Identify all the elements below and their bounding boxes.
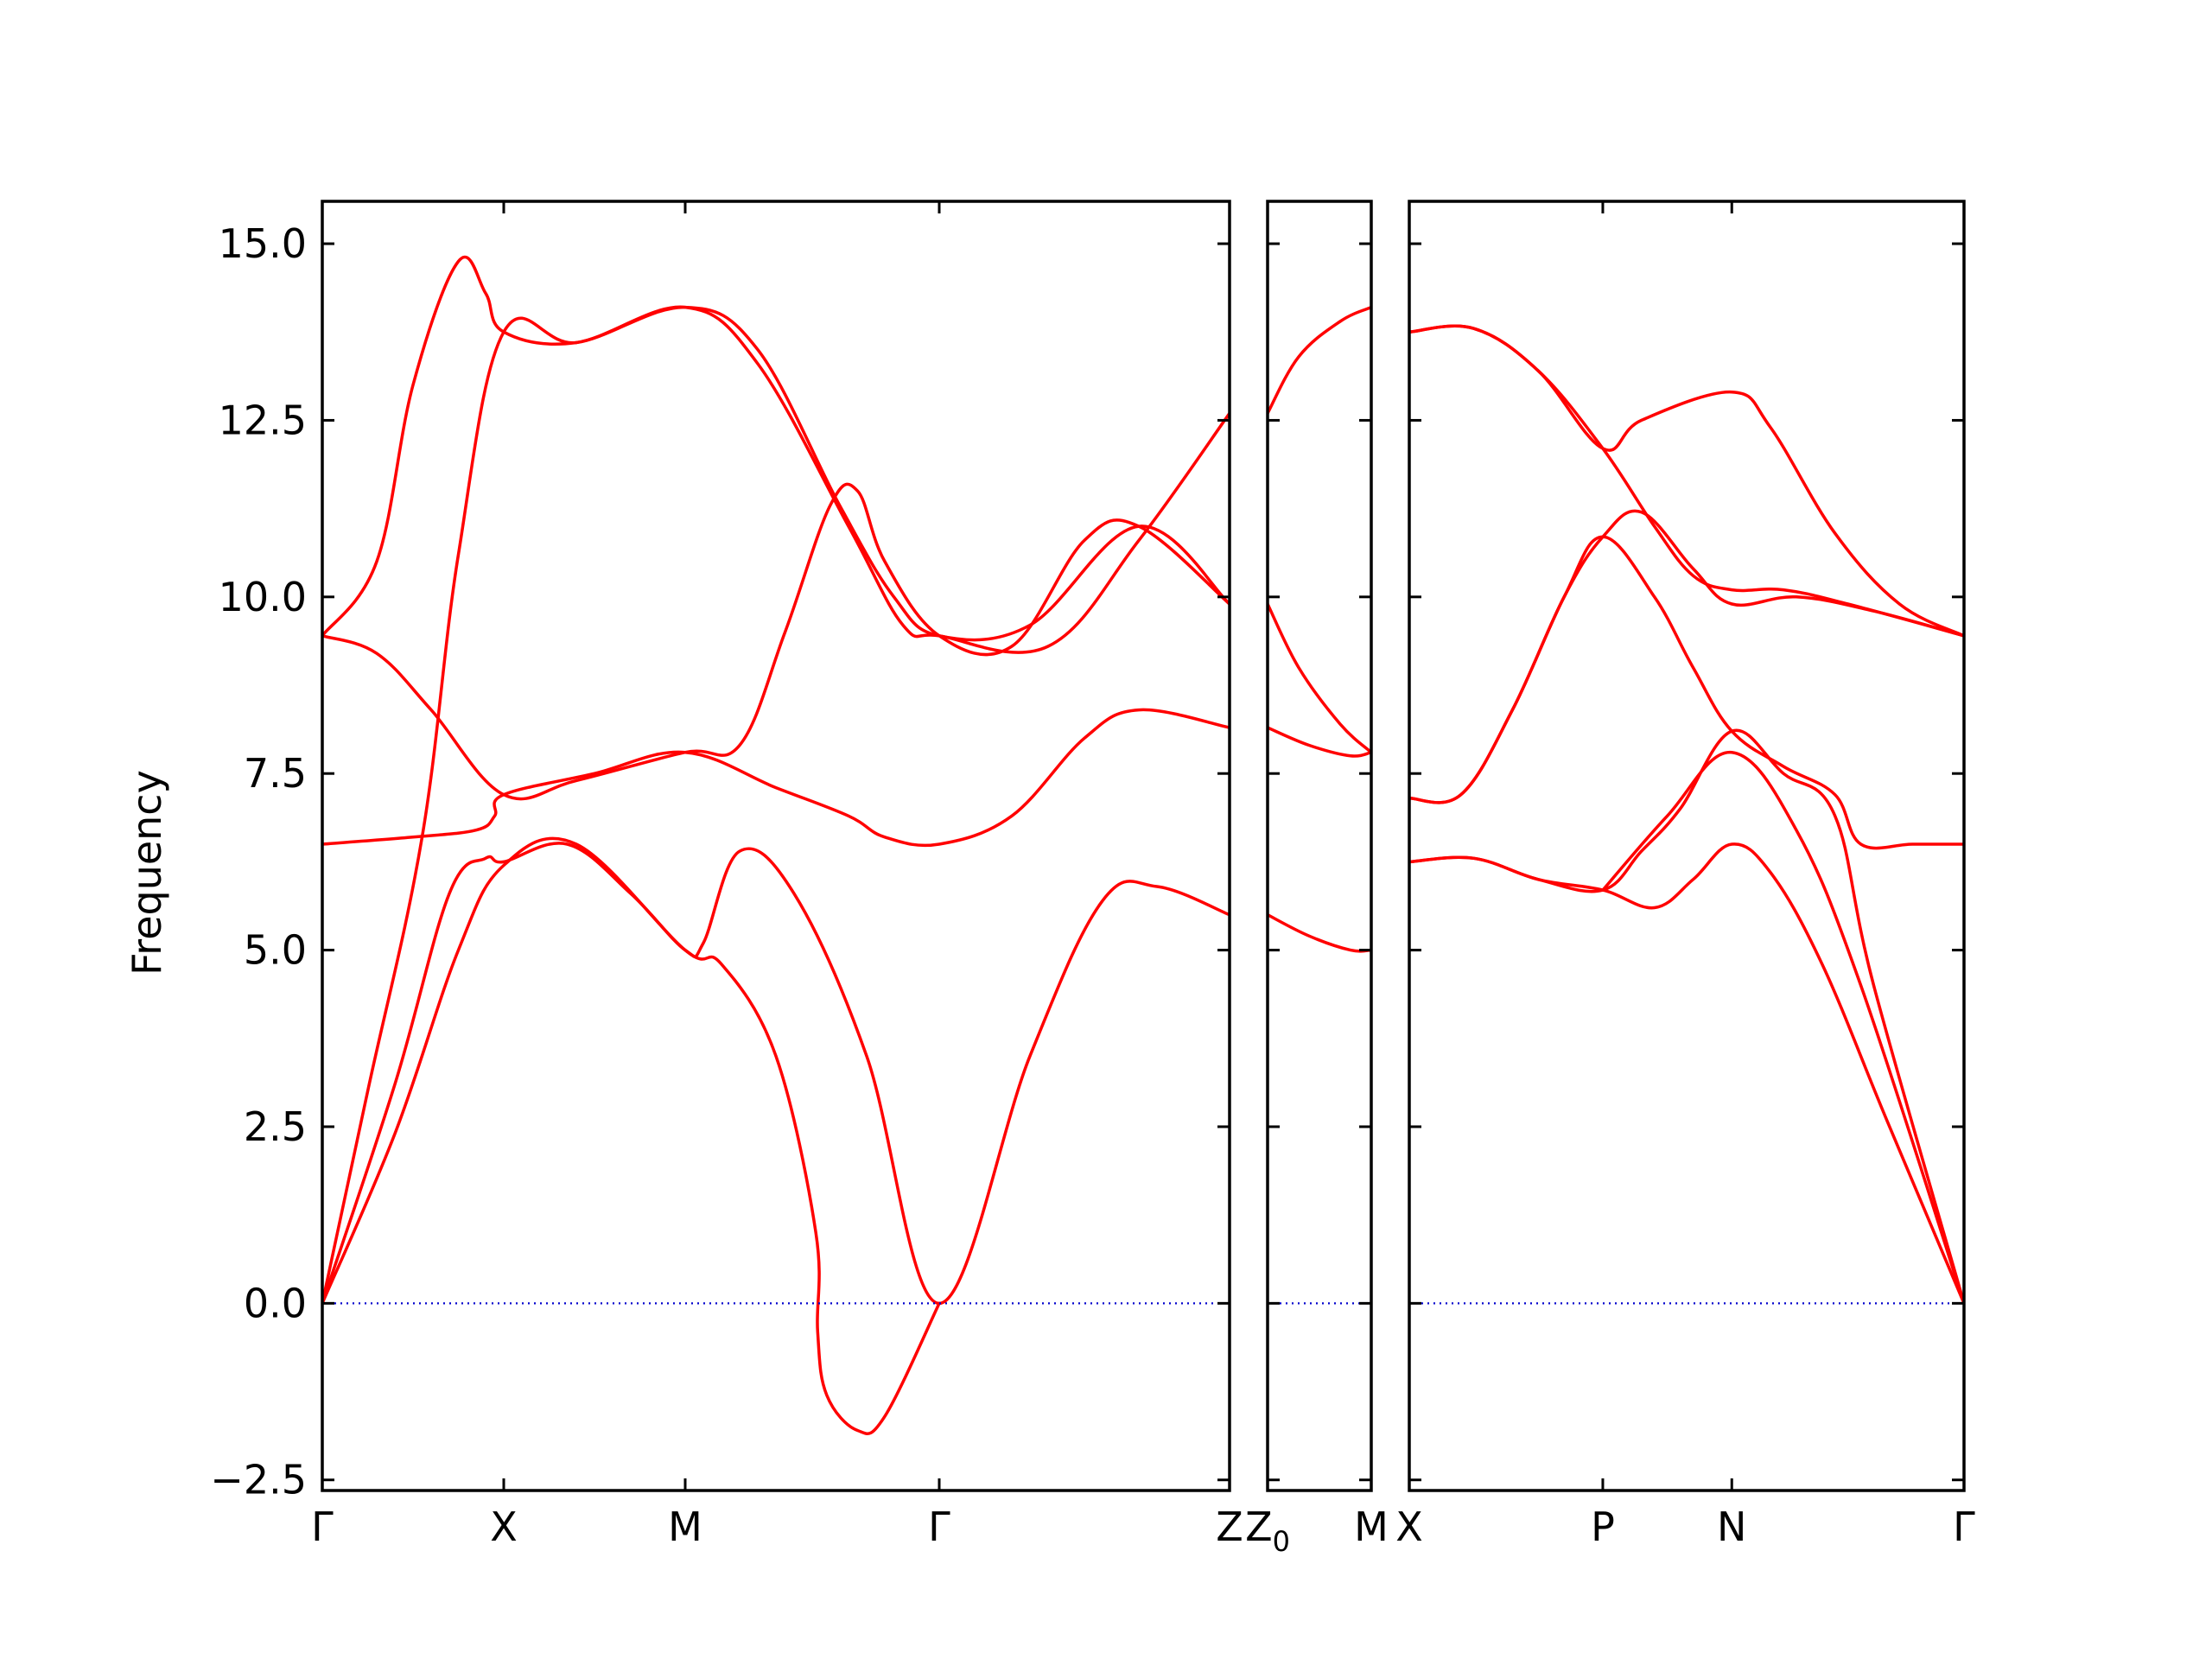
x-tick-label: X (1395, 1503, 1423, 1550)
x-tick-label: M (1354, 1503, 1389, 1550)
band-line-1 (322, 255, 1230, 654)
axes-frame (1266, 200, 1373, 1492)
x-tick-label: Γ (311, 1503, 334, 1550)
band-line-4 (322, 708, 1230, 848)
band-line-6 (322, 836, 941, 1435)
x-tick-label: Γ (928, 1503, 950, 1550)
band-line-4 (1409, 535, 1964, 850)
plot-area (322, 255, 1230, 1435)
axes-frame (321, 200, 1231, 1492)
x-tick-label: Z (1216, 1503, 1243, 1550)
y-axis-title: Frequency (124, 770, 170, 976)
y-tick-label: 0.0 (244, 1280, 307, 1326)
plot-area (1268, 305, 1371, 1305)
y-tick-label: 2.5 (244, 1103, 307, 1150)
y-tick-label: −2.5 (210, 1457, 307, 1503)
band-line-4 (1268, 912, 1371, 953)
y-tick-label: 7.5 (244, 750, 307, 797)
band-line-2 (322, 305, 1230, 1306)
band-line-1 (1268, 305, 1371, 416)
x-tick-label: X (490, 1503, 518, 1550)
x-tick-label: Z0 (1245, 1503, 1290, 1558)
axes-frame (1408, 200, 1966, 1492)
band-line-3 (1268, 726, 1371, 758)
x-tick-label: M (668, 1503, 702, 1550)
band-line-2 (1268, 602, 1371, 754)
band-line-6 (1409, 842, 1964, 1306)
plot-area (1409, 324, 1964, 1306)
y-tick-label: 12.5 (219, 397, 307, 443)
band-line-3 (322, 482, 1230, 801)
band-line-1 (1409, 324, 1964, 638)
band-line-7 (1601, 750, 1964, 1306)
band-line-2 (1409, 324, 1964, 638)
band-line-5 (1409, 728, 1964, 1306)
x-tick-label: Γ (1953, 1503, 1975, 1550)
y-tick-label: 15.0 (219, 220, 307, 267)
x-tick-label: P (1591, 1503, 1615, 1550)
panels-layer: Γ X M Γ Z−2.50.02.55.07.510.012.515.0Z0 M X P N Γ (210, 200, 1975, 1558)
band-line-5 (322, 842, 1230, 1306)
panel-2: Z0 M (1245, 200, 1389, 1558)
y-tick-label: 10.0 (219, 574, 307, 620)
x-tick-label: N (1717, 1503, 1746, 1550)
y-tick-label: 5.0 (244, 927, 307, 974)
